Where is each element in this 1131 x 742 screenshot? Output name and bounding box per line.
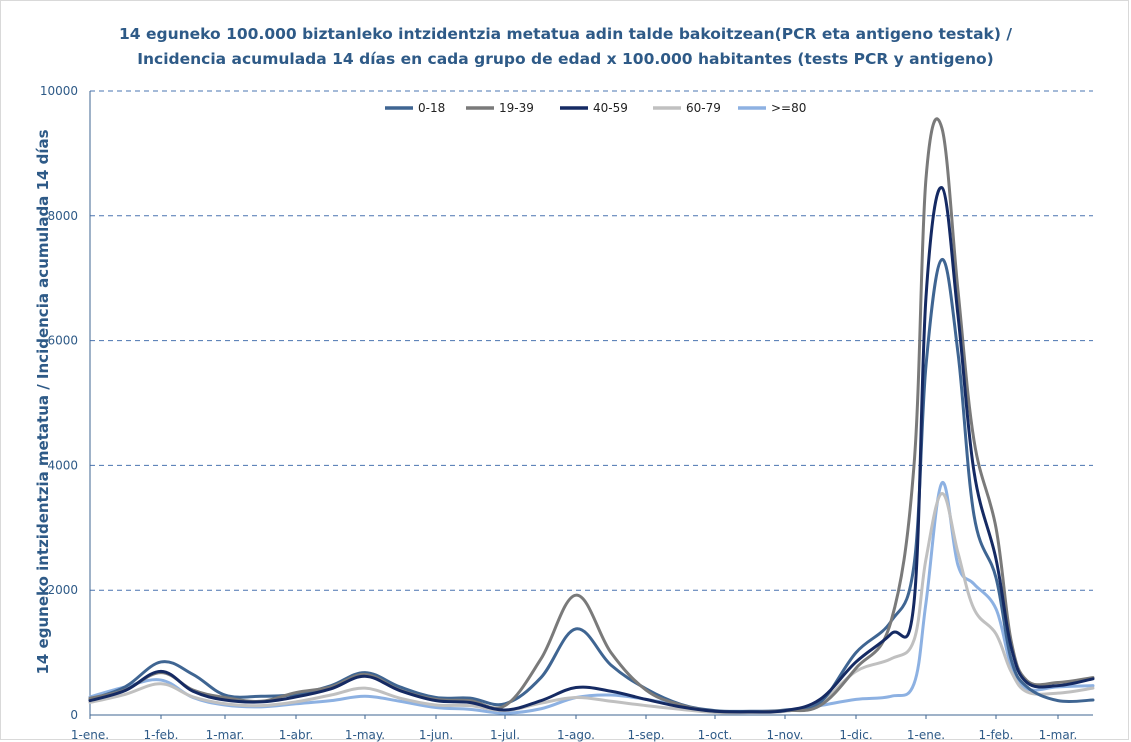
x-tick-label: 1-may. [345,728,385,742]
x-tick-label: 1-jul. [490,728,520,742]
y-tick-label: 2000 [47,583,78,597]
gridlines [90,90,1093,591]
x-tick-label: 1-dic. [839,728,872,742]
x-tick-label: 1-jun. [419,728,453,742]
y-tick-label: 6000 [47,334,78,348]
legend-item: 60-79 [653,101,721,115]
x-tick-label: 1-feb. [143,728,178,742]
legend-label: 0-18 [418,101,445,115]
x-tick-label: 1-ene. [71,728,109,742]
legend: 0-18 19-39 40-59 60-79 >=80 [385,101,806,115]
x-tick-label: 1-abr. [279,728,314,742]
x-tick-label: 1-feb. [978,728,1013,742]
x-tick-label: 1-sep. [627,728,664,742]
legend-item: 0-18 [385,101,445,115]
y-tick-labels: 0 2000 4000 6000 8000 10000 [40,84,78,722]
chart-title-line-1: 14 eguneko 100.000 biztanleko intzidentz… [119,25,1012,43]
x-tick-label: 1-nov. [767,728,804,742]
y-tick-label: 4000 [47,458,78,472]
x-tick-label: 1-oct. [698,728,733,742]
y-tick-label: 8000 [47,209,78,223]
legend-item: 19-39 [466,101,534,115]
x-tick-label: 1-mar. [1039,728,1078,742]
legend-label: 40-59 [593,101,628,115]
series-lines [88,117,1095,715]
axes [89,91,1093,719]
legend-item: >=80 [738,101,806,115]
series-line-19-39 [88,117,1095,714]
y-axis-label: 14 eguneko intzidentzia metatua / Incide… [34,129,52,674]
legend-label: 19-39 [499,101,534,115]
x-tick-label: 1-mar. [206,728,245,742]
x-tick-labels: 1-ene. 1-feb. 1-mar. 1-abr. 1-may. 1-jun. 1-ju… [71,728,1077,742]
chart-title: 14 eguneko 100.000 biztanleko intzidentz… [0,22,1131,72]
legend-label: >=80 [771,101,806,115]
y-tick-label: 0 [70,708,78,722]
y-tick-label: 10000 [40,84,78,98]
chart-subtitle: Incidencia acumulada 14 días en cada gru… [137,50,994,68]
x-tick-label: 1-ene. [907,728,945,742]
legend-label: 60-79 [686,101,721,115]
x-tick-label: 1-ago. [557,728,595,742]
series-line-60-79 [88,491,1095,715]
series-line-40-59 [88,186,1095,714]
legend-item: 40-59 [560,101,628,115]
series-line-80 [88,481,1095,715]
series-line-0-18 [88,257,1095,713]
